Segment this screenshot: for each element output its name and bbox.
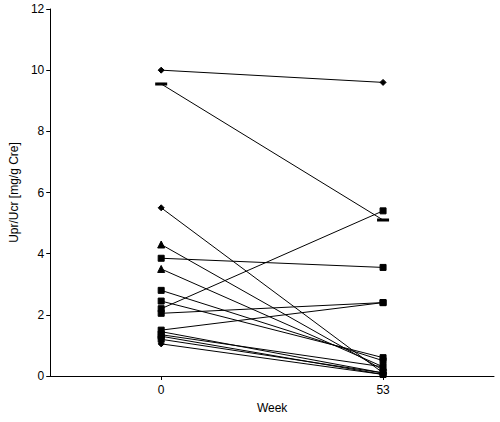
svg-text:0: 0	[38, 369, 45, 383]
svg-text:12: 12	[31, 2, 45, 16]
svg-text:2: 2	[38, 308, 45, 322]
svg-text:0: 0	[158, 383, 165, 397]
svg-text:53: 53	[376, 383, 390, 397]
svg-text:10: 10	[31, 63, 45, 77]
svg-text:Upr/Ucr [mg/g Cre]: Upr/Ucr [mg/g Cre]	[7, 142, 21, 243]
svg-text:6: 6	[38, 186, 45, 200]
svg-text:4: 4	[38, 247, 45, 261]
svg-text:Week: Week	[257, 401, 288, 415]
svg-text:8: 8	[38, 124, 45, 138]
